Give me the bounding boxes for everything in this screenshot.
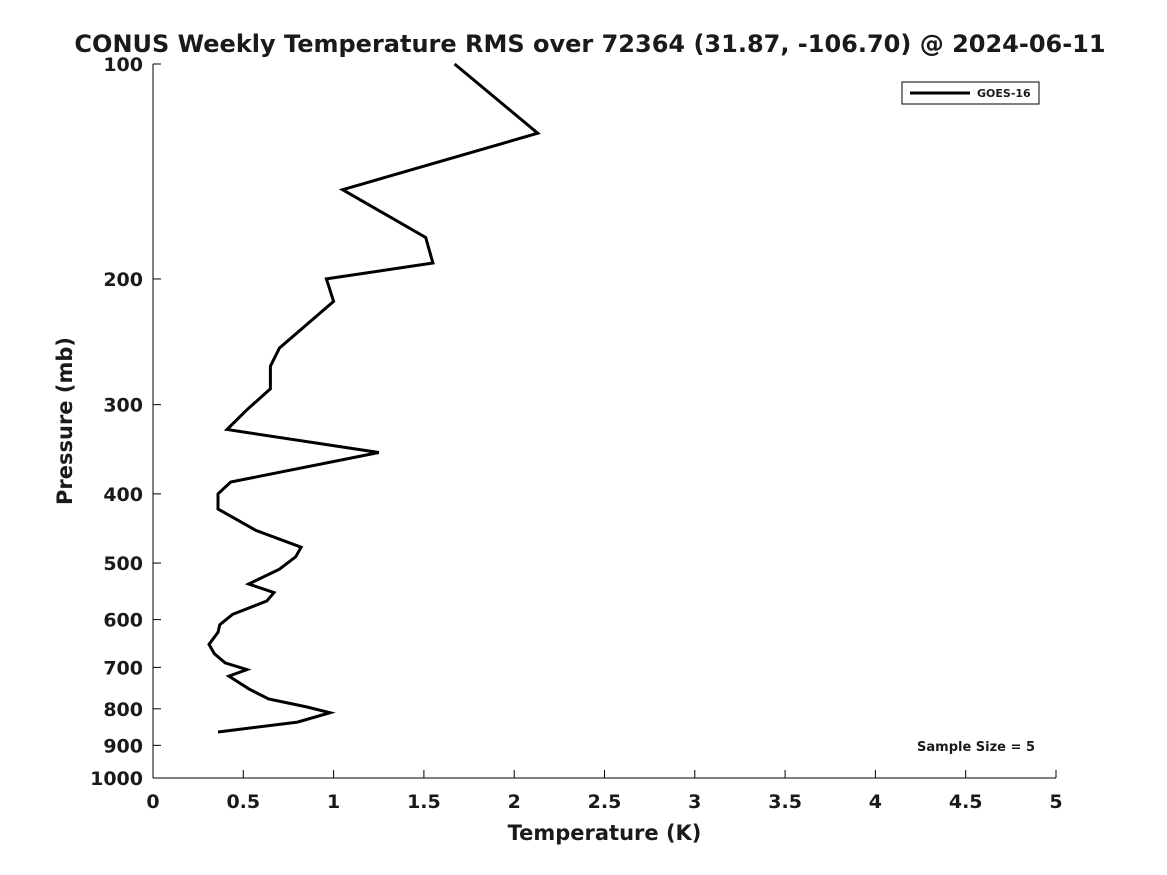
x-tick-label: 3.5 bbox=[768, 791, 802, 813]
plot-frame bbox=[153, 64, 1056, 778]
x-tick-label: 1 bbox=[327, 791, 340, 813]
x-tick-label: 5 bbox=[1049, 791, 1062, 813]
x-tick-label: 0 bbox=[146, 791, 159, 813]
x-tick-label: 3 bbox=[688, 791, 701, 813]
x-tick-label: 4.5 bbox=[949, 791, 983, 813]
series-line bbox=[207, 62, 541, 734]
y-tick-label: 700 bbox=[103, 657, 143, 679]
y-tick-label: 300 bbox=[103, 395, 143, 417]
y-tick-label: 400 bbox=[103, 484, 143, 506]
chart-title: CONUS Weekly Temperature RMS over 72364 … bbox=[74, 30, 1105, 58]
legend-box bbox=[901, 81, 1040, 105]
x-axis: 0 0.5 1 1.5 2 2.5 3 3.5 4 4.5 5 bbox=[146, 770, 1063, 813]
x-tick-label: 2.5 bbox=[588, 791, 622, 813]
y-tick-label: 800 bbox=[103, 699, 143, 721]
x-tick-label: 4 bbox=[869, 791, 882, 813]
x-tick-label: 2 bbox=[508, 791, 521, 813]
y-tick-label: 1000 bbox=[90, 768, 143, 790]
x-tick-label: 0.5 bbox=[226, 791, 260, 813]
y-tick-label: 200 bbox=[103, 269, 143, 291]
y-axis-label: Pressure (mb) bbox=[53, 337, 77, 505]
series-layer bbox=[207, 62, 541, 734]
y-tick-label: 600 bbox=[103, 610, 143, 632]
y-tick-label: 100 bbox=[103, 54, 143, 76]
x-axis-label: Temperature (K) bbox=[508, 821, 702, 845]
x-tick-label: 1.5 bbox=[407, 791, 441, 813]
y-tick-label: 500 bbox=[103, 553, 143, 575]
sample-size-annotation: Sample Size = 5 bbox=[917, 740, 1035, 755]
y-tick-label: 900 bbox=[103, 735, 143, 757]
legend: GOES-16 bbox=[901, 81, 1040, 105]
legend-entry: GOES-16 bbox=[977, 87, 1031, 100]
y-axis: 100 200 300 400 500 600 700 800 900 1000 bbox=[90, 54, 161, 790]
